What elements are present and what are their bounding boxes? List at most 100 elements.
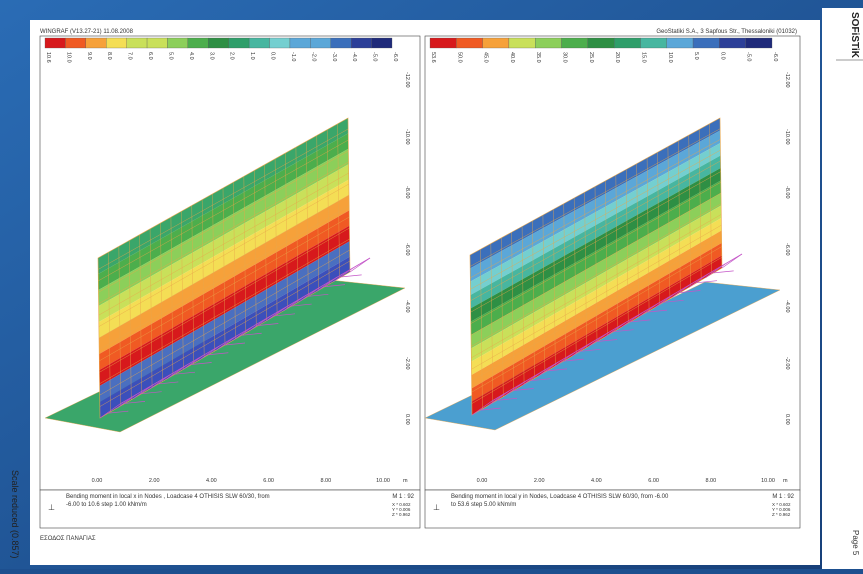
factor: X * 0.602 — [392, 502, 411, 507]
legend-label: 15.0 — [640, 52, 646, 63]
mesh-line — [99, 205, 350, 350]
legend-swatch — [482, 37, 510, 49]
truss-member — [291, 303, 312, 307]
x-axis-label: 8.00 — [705, 478, 716, 484]
legend-label: -3.0 — [331, 52, 337, 61]
legend-swatch — [330, 37, 352, 49]
legend-swatch — [187, 37, 209, 49]
x-axis-label: 4.00 — [206, 478, 217, 484]
x-axis-label: 8.00 — [320, 478, 331, 484]
truss-member — [563, 358, 584, 362]
mesh-line — [470, 182, 721, 324]
legend-label: 50.0 — [456, 52, 462, 63]
legend-swatch — [106, 37, 127, 49]
x-axis-label: 2.00 — [149, 478, 160, 484]
side-strip — [822, 8, 863, 569]
truss-member — [471, 400, 493, 416]
mesh-line — [99, 249, 350, 396]
legend-swatch — [371, 37, 393, 49]
y-axis-label: -12.00 — [784, 72, 790, 88]
truss-member — [480, 407, 501, 411]
legend-label: -5.0 — [746, 52, 752, 61]
factor: X * 0.602 — [772, 502, 791, 507]
scale: M 1 : 92 — [772, 494, 794, 500]
legend-label: 25.0 — [588, 52, 594, 63]
page-number: Page 5 — [851, 530, 860, 556]
legend-swatch — [126, 37, 148, 49]
legend-label: 0.0 — [719, 52, 725, 60]
legend-label: -1.0 — [290, 52, 296, 61]
legend-swatch — [456, 37, 483, 49]
mesh-line — [98, 161, 349, 304]
caption-line: -6.00 to 10.6 step 1.00 kNm/m — [66, 502, 147, 508]
legend-label: 45.0 — [483, 52, 489, 63]
legend-label: 1.0 — [249, 52, 255, 60]
legend-swatch — [65, 37, 86, 49]
mesh-line — [98, 183, 349, 327]
scale-note: Scale reduced (0.857) — [10, 470, 20, 559]
truss-member — [696, 280, 718, 284]
mesh-line — [470, 192, 722, 336]
x-axis-label: 0.00 — [477, 478, 488, 484]
truss-chord — [119, 257, 371, 405]
truss-member — [308, 293, 329, 297]
mesh-line — [470, 139, 721, 279]
legend-label: 10.6 — [45, 52, 51, 63]
legend-swatch — [146, 37, 168, 49]
legend-label: 5.0 — [693, 52, 699, 60]
legend-swatch — [167, 37, 189, 49]
scale: M 1 : 92 — [392, 494, 414, 500]
header-left: WINGRAF (V13.27-21) 11.08.2008 — [40, 29, 134, 35]
factor: Z * 0.962 — [772, 512, 791, 517]
legend-label: -6.0 — [772, 52, 778, 61]
logo: SOFiSTiK — [849, 12, 860, 59]
x-axis-unit: m — [783, 478, 788, 484]
truss-member — [124, 401, 146, 404]
mesh-line — [470, 149, 721, 290]
legend-label: 53.6 — [430, 52, 436, 63]
x-axis-label: 0.00 — [92, 478, 103, 484]
legend-label: 40.0 — [509, 52, 515, 63]
legend-label: -4.0 — [351, 52, 357, 61]
mesh-line — [470, 160, 721, 301]
legend-swatch — [228, 37, 250, 49]
truss-member — [224, 342, 246, 346]
truss-member — [496, 397, 518, 401]
mesh-line — [470, 128, 721, 267]
x-axis-label: 6.00 — [648, 478, 659, 484]
truss-member — [613, 329, 634, 333]
legend-swatch — [289, 37, 311, 49]
legend-swatch — [208, 37, 229, 49]
y-axis-label: 0.00 — [404, 414, 410, 425]
truss-member — [191, 362, 212, 365]
y-axis-label: -2.00 — [784, 357, 790, 370]
truss-member — [630, 319, 651, 323]
truss-member — [341, 274, 362, 278]
caption-line: Bending moment in local x in Nodes , Loa… — [66, 494, 270, 500]
x-axis-label: 4.00 — [591, 478, 602, 484]
mesh-line — [99, 238, 350, 384]
y-axis-label: 0.00 — [784, 414, 790, 425]
legend-label: 10.0 — [667, 52, 673, 63]
truss-member — [513, 388, 534, 391]
legend-swatch — [248, 37, 270, 49]
legend-swatch — [85, 37, 107, 49]
truss-member — [324, 284, 346, 287]
mesh-line — [98, 128, 349, 270]
y-axis-label: -4.00 — [784, 300, 790, 313]
mesh-line — [98, 172, 349, 316]
y-axis-label: -10.00 — [784, 129, 790, 145]
truss-member — [108, 410, 129, 414]
truss-member — [141, 391, 162, 395]
truss-member — [174, 371, 196, 375]
factor: Y * 0.006 — [772, 507, 791, 512]
legend-swatch — [508, 37, 536, 49]
legend-label: 9.0 — [86, 52, 92, 60]
legend-label: 5.0 — [167, 52, 173, 60]
mesh-line — [471, 203, 722, 347]
y-axis-label: -6.00 — [404, 243, 410, 256]
axis-icon: ⊥ — [433, 503, 440, 512]
y-axis-label: -8.00 — [404, 186, 410, 199]
truss-member — [530, 378, 551, 382]
